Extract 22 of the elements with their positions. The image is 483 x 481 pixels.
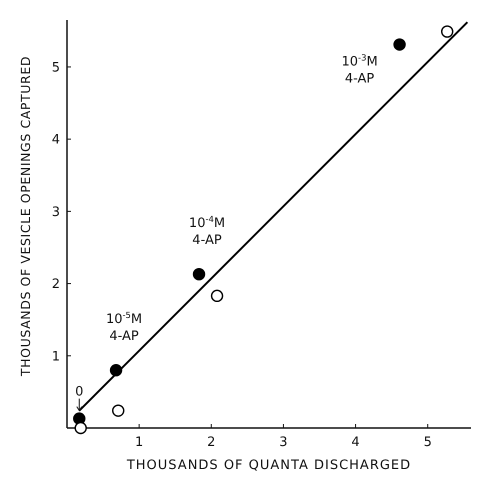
annotation: 10$^{-4}$M 4-AP [188,214,226,248]
annotation: 10$^{-3}$M 4-AP [341,52,378,87]
point [192,268,206,280]
y-tick-label: 4 [52,132,60,148]
point [393,38,406,51]
x-tick-label: 1 [135,435,144,450]
y-tick-label: 5 [52,60,60,76]
annotation: 0 [75,384,84,400]
point [112,404,124,417]
point [440,25,454,38]
x-tick-label: 3 [279,435,288,450]
x-tick-label: 4 [351,435,360,450]
x-tick-label: 2 [207,435,216,450]
y-tick-label: 1 [52,349,60,364]
y-tick-label: 2 [52,277,60,292]
y-axis-title: THOUSANDS OF VESICLE OPENINGS CAPTURED [18,56,33,378]
y-tick-label: 3 [52,204,60,220]
x-tick-label: 5 [424,435,432,450]
point [74,422,87,434]
annotation: 10$^{-5}$M 4-AP [106,310,142,344]
point [210,290,224,302]
x-axis-title: THOUSANDS OF QUANTA DISCHARGED [126,458,412,473]
